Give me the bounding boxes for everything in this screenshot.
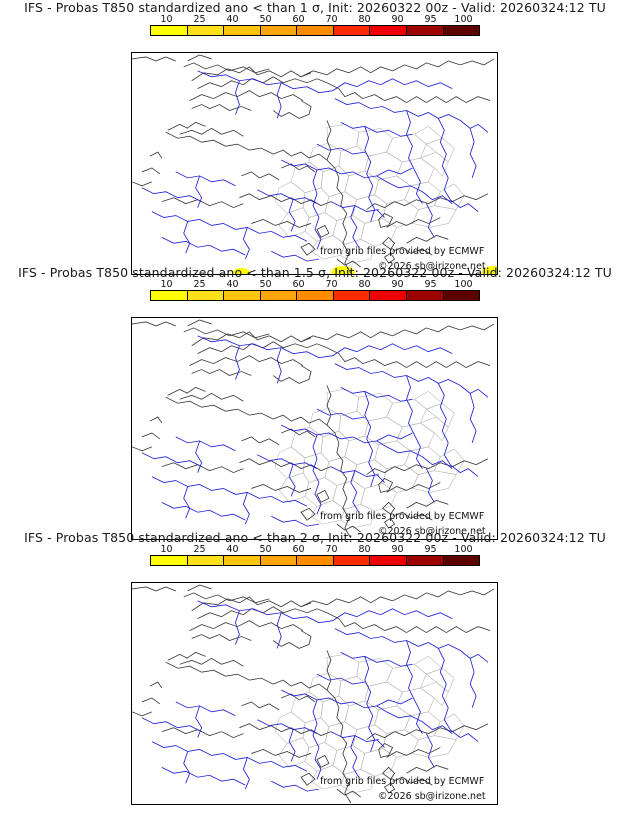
map-vector-layer [132, 319, 495, 539]
colorbar-band [187, 26, 225, 35]
colorbar-band [406, 556, 444, 565]
colorbar-tick: 40 [226, 544, 239, 555]
colorbar-tick: 10 [160, 279, 173, 290]
colorbar-tick: 50 [259, 14, 272, 25]
colorbar-tick: 25 [193, 14, 206, 25]
colorbar-tick: 60 [292, 14, 305, 25]
colorbar-band [443, 26, 480, 35]
credit-copyright: ©2026 sb@irizone.net [378, 261, 486, 272]
credit-source: from grib files provided by ECMWF [320, 246, 485, 257]
credit-source: from grib files provided by ECMWF [320, 511, 485, 522]
panel-sigma-2: IFS - Probas T850 standardized ano < tha… [0, 530, 630, 820]
colorbar-band [370, 556, 407, 565]
coastline-layer [132, 54, 495, 274]
colorbar-tick: 50 [259, 544, 272, 555]
colorbar-band [151, 556, 188, 565]
colorbar-tick: 90 [391, 544, 404, 555]
map-canvas[interactable]: from grib files provided by ECMWF ©2026 … [131, 52, 498, 275]
colorbar-band [260, 26, 298, 35]
colorbar-band [187, 291, 225, 300]
rivers-layer [141, 70, 489, 262]
panel-title: IFS - Probas T850 standardized ano < tha… [24, 0, 606, 15]
colorbar-tick: 80 [358, 544, 371, 555]
coastline-layer [132, 319, 495, 539]
colorbar-tick: 10 [160, 14, 173, 25]
colorbar-band [297, 291, 334, 300]
panel-title: IFS - Probas T850 standardized ano < tha… [18, 265, 612, 280]
colorbar-band [406, 26, 444, 35]
colorbar-tick: 100 [454, 14, 473, 25]
colorbar-band [370, 291, 407, 300]
credit-copyright: ©2026 sb@irizone.net [378, 791, 486, 802]
colorbar-tick: 40 [226, 279, 239, 290]
colorbar-band [333, 556, 371, 565]
colorbar-tick: 95 [424, 279, 437, 290]
department-borders-layer [274, 389, 465, 529]
colorbar-band [151, 291, 188, 300]
credit-copyright: ©2026 sb@irizone.net [378, 526, 486, 537]
colorbar: 10 25 40 50 60 70 80 90 95 100 [150, 544, 480, 568]
probability-shading-layer [232, 266, 497, 274]
colorbar-tick: 60 [292, 279, 305, 290]
colorbar-band [333, 291, 371, 300]
colorbar-tick: 70 [325, 14, 338, 25]
colorbar-band [224, 291, 261, 300]
colorbar-tick: 90 [391, 14, 404, 25]
colorbar-band [297, 26, 334, 35]
colorbar-bands [150, 555, 480, 566]
colorbar: 10 25 40 50 60 70 80 90 95 100 [150, 279, 480, 303]
colorbar-band [151, 26, 188, 35]
map-vector-layer [132, 584, 495, 804]
colorbar-tick: 95 [424, 14, 437, 25]
colorbar-tick: 25 [193, 544, 206, 555]
colorbar-tick-labels: 10 25 40 50 60 70 80 90 95 100 [150, 14, 480, 25]
colorbar-tick: 80 [358, 14, 371, 25]
colorbar-tick: 100 [454, 544, 473, 555]
colorbar-bands [150, 25, 480, 36]
colorbar-band [370, 26, 407, 35]
colorbar-tick-labels: 10 25 40 50 60 70 80 90 95 100 [150, 544, 480, 555]
colorbar-bands [150, 290, 480, 301]
colorbar-band [443, 556, 480, 565]
colorbar-band [187, 556, 225, 565]
colorbar-tick: 70 [325, 544, 338, 555]
colorbar-tick: 60 [292, 544, 305, 555]
panel-sigma-1-5: IFS - Probas T850 standardized ano < tha… [0, 265, 630, 545]
colorbar-band [224, 26, 261, 35]
colorbar-band [297, 556, 334, 565]
rivers-layer [141, 600, 489, 792]
colorbar-tick: 100 [454, 279, 473, 290]
colorbar-tick-labels: 10 25 40 50 60 70 80 90 95 100 [150, 279, 480, 290]
colorbar-tick: 90 [391, 279, 404, 290]
colorbar-band [260, 291, 298, 300]
map-vector-layer [132, 54, 497, 274]
rivers-layer [141, 335, 489, 527]
credit-source: from grib files provided by ECMWF [320, 776, 485, 787]
colorbar-tick: 80 [358, 279, 371, 290]
colorbar-band [406, 291, 444, 300]
colorbar-tick: 40 [226, 14, 239, 25]
colorbar-tick: 70 [325, 279, 338, 290]
colorbar-tick: 25 [193, 279, 206, 290]
map-canvas[interactable]: from grib files provided by ECMWF ©2026 … [131, 317, 498, 540]
colorbar-band [224, 556, 261, 565]
panel-sigma-1: IFS - Probas T850 standardized ano < tha… [0, 0, 630, 280]
colorbar-tick: 50 [259, 279, 272, 290]
coastline-layer [132, 584, 495, 804]
colorbar-band [443, 291, 480, 300]
colorbar-tick: 10 [160, 544, 173, 555]
colorbar-band [333, 26, 371, 35]
panel-title: IFS - Probas T850 standardized ano < tha… [24, 530, 606, 545]
map-canvas[interactable]: from grib files provided by ECMWF ©2026 … [131, 582, 498, 805]
colorbar-tick: 95 [424, 544, 437, 555]
colorbar: 10 25 40 50 60 70 80 90 95 100 [150, 14, 480, 38]
colorbar-band [260, 556, 298, 565]
